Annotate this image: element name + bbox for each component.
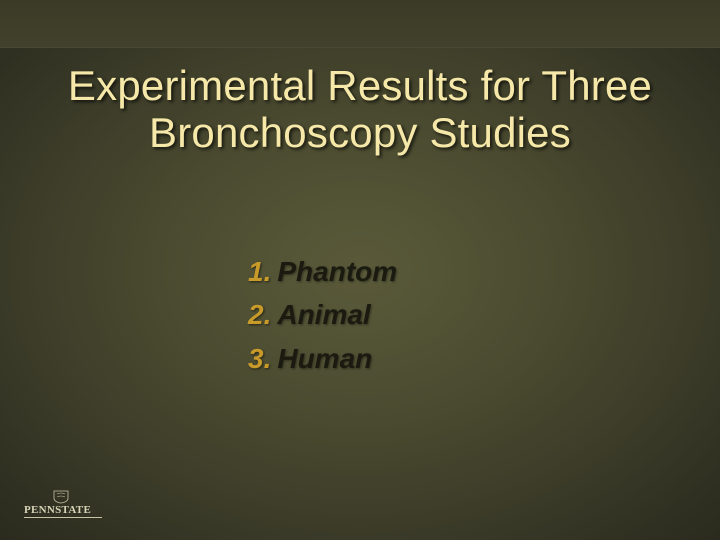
list-item: 3.Human [248, 337, 397, 380]
list-item: 1.Phantom [248, 250, 397, 293]
slide-title: Experimental Results for Three Bronchosc… [0, 62, 720, 156]
shield-icon [52, 490, 70, 504]
list-label: Human [277, 343, 372, 374]
list-number: 2. [248, 299, 271, 330]
logo-underline [24, 517, 102, 518]
top-decorative-band [0, 0, 720, 48]
pennstate-logo: PENNSTATE [24, 484, 108, 518]
list-label: Animal [277, 299, 370, 330]
study-list: 1.Phantom 2.Animal 3.Human [248, 250, 397, 380]
slide: Experimental Results for Three Bronchosc… [0, 0, 720, 540]
title-line-1: Experimental Results for Three [68, 62, 652, 109]
list-label: Phantom [277, 256, 397, 287]
list-number: 3. [248, 343, 271, 374]
list-item: 2.Animal [248, 293, 397, 336]
title-line-2: Bronchoscopy Studies [149, 109, 571, 156]
logo-text: PENNSTATE [24, 504, 91, 516]
list-number: 1. [248, 256, 271, 287]
